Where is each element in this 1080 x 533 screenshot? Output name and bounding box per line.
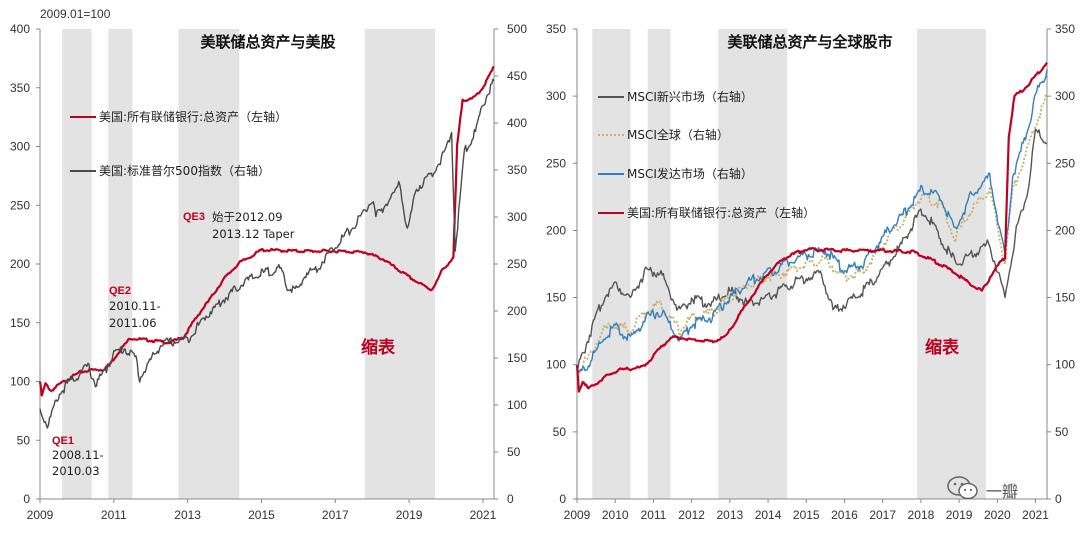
annotation-text: 始于2012.09 xyxy=(212,210,283,224)
y-right-tick-label: 50 xyxy=(507,445,521,459)
x-tick-label: 2009 xyxy=(27,508,54,522)
taper-label: 缩表 xyxy=(361,337,396,358)
y-right-tick-label: 250 xyxy=(1055,156,1075,170)
y-right-tick-label: 100 xyxy=(1055,358,1075,372)
series-line-2 xyxy=(39,78,495,429)
x-tick-label: 2015 xyxy=(793,508,820,522)
x-tick-label: 2021 xyxy=(470,508,497,522)
y-left-tick-label: 400 xyxy=(10,22,30,36)
y-left-tick-label: 100 xyxy=(546,358,566,372)
legend-label: 美国:所有联储银行:总资产（左轴） xyxy=(627,205,815,220)
y-right-tick-label: 250 xyxy=(507,257,527,271)
legend-label: MSCI新兴市场（右轴） xyxy=(627,89,753,104)
legend-label: MSCI发达市场（右轴） xyxy=(627,166,753,181)
watermark: 一瓣 xyxy=(946,475,1066,501)
annotation-text: 2013.12 Taper xyxy=(212,227,295,241)
y-left-tick-label: 250 xyxy=(546,156,566,170)
shaded-period xyxy=(178,29,240,499)
x-tick-label: 2020 xyxy=(984,508,1011,522)
taper-label: 缩表 xyxy=(925,337,960,358)
x-tick-label: 2018 xyxy=(908,508,935,522)
chart-1: 0 50 100 150 200 250 300 350 400 0 50 100 150 200 250 3… xyxy=(10,7,527,522)
x-tick-label: 2021 xyxy=(1022,508,1049,522)
x-tick-label: 2010 xyxy=(602,508,629,522)
y-right-tick-label: 100 xyxy=(507,398,527,412)
x-tick-label: 2011 xyxy=(641,508,667,522)
annotation-text: 2008.11- xyxy=(52,448,104,462)
y-left-tick-label: 200 xyxy=(546,223,566,237)
x-tick-label: 2017 xyxy=(322,508,349,522)
y-left-tick-label: 300 xyxy=(10,140,30,154)
y-right-tick-label: 400 xyxy=(507,116,527,130)
y-right-tick-label: 150 xyxy=(507,351,527,365)
wechat-icon xyxy=(947,476,978,500)
y-right-tick-label: 500 xyxy=(507,22,527,36)
series-line-3 xyxy=(576,69,1048,374)
shaded-period xyxy=(917,29,986,499)
x-tick-label: 2015 xyxy=(248,508,275,522)
annotation-text: 2010.03 xyxy=(52,464,100,478)
y-right-tick-label: 200 xyxy=(507,304,527,318)
y-right-tick-label: 450 xyxy=(507,69,527,83)
series-line-1 xyxy=(38,65,495,397)
x-tick-label: 2016 xyxy=(831,508,858,522)
chart-title: 美联储总资产与全球股市 xyxy=(727,33,892,51)
x-tick-label: 2009 xyxy=(564,508,591,522)
y-left-tick-label: 350 xyxy=(546,22,566,36)
shaded-period xyxy=(592,29,631,499)
x-tick-label: 2013 xyxy=(716,508,743,522)
y-left-tick-label: 350 xyxy=(10,81,30,95)
x-tick-label: 2017 xyxy=(869,508,896,522)
y-left-tick-label: 100 xyxy=(10,375,30,389)
y-right-tick-label: 300 xyxy=(1055,89,1075,103)
y-left-tick-label: 300 xyxy=(546,89,566,103)
shaded-period xyxy=(108,29,133,499)
y-left-tick-label: 0 xyxy=(559,492,566,506)
shaded-period xyxy=(62,29,92,499)
annotation-text: 2010.11- xyxy=(109,299,161,313)
chart-title: 美联储总资产与美股 xyxy=(200,33,336,51)
chart-2: 0 50 100 150 200 250 300 350 0 50 100 150 200 250 300 3… xyxy=(546,22,1075,522)
y-left-tick-label: 200 xyxy=(10,257,30,271)
y-right-tick-label: 300 xyxy=(507,210,527,224)
series-line-1 xyxy=(576,128,1048,372)
y-left-tick-label: 50 xyxy=(17,433,31,447)
y-left-tick-label: 50 xyxy=(553,425,567,439)
annotation-tag: QE3 xyxy=(183,211,205,223)
y-left-tick-label: 250 xyxy=(10,198,30,212)
y-right-tick-label: 350 xyxy=(1055,22,1075,36)
shaded-period xyxy=(647,29,671,499)
x-tick-label: 2012 xyxy=(678,508,705,522)
y-right-tick-label: 50 xyxy=(1055,425,1069,439)
y-right-tick-label: 0 xyxy=(1055,492,1062,506)
y-right-tick-label: 150 xyxy=(1055,291,1075,305)
legend-label: MSCI全球（右轴） xyxy=(627,127,729,142)
series-line-4 xyxy=(575,61,1048,393)
x-tick-label: 2011 xyxy=(101,508,127,522)
annotation-tag: QE1 xyxy=(52,435,74,447)
annotation-text: 2011.06 xyxy=(109,316,157,330)
series-line-2 xyxy=(576,92,1048,376)
legend-label: 美国:标准普尔500指数（右轴） xyxy=(99,163,270,178)
y-right-tick-label: 200 xyxy=(1055,223,1075,237)
y-left-tick-label: 150 xyxy=(546,291,566,305)
y-right-tick-label: 0 xyxy=(507,492,514,506)
legend-label: 美国:所有联储银行:总资产（左轴） xyxy=(99,109,287,124)
y-left-tick-label: 0 xyxy=(23,492,30,506)
index-note: 2009.01=100 xyxy=(40,7,111,21)
x-tick-label: 2014 xyxy=(755,508,782,522)
x-tick-label: 2019 xyxy=(396,508,423,522)
shaded-period xyxy=(364,29,435,499)
y-right-tick-label: 350 xyxy=(507,163,527,177)
x-tick-label: 2019 xyxy=(946,508,973,522)
watermark-text: 一瓣 xyxy=(986,482,1019,501)
x-tick-label: 2013 xyxy=(174,508,201,522)
annotation-tag: QE2 xyxy=(109,285,131,297)
y-left-tick-label: 150 xyxy=(10,316,30,330)
